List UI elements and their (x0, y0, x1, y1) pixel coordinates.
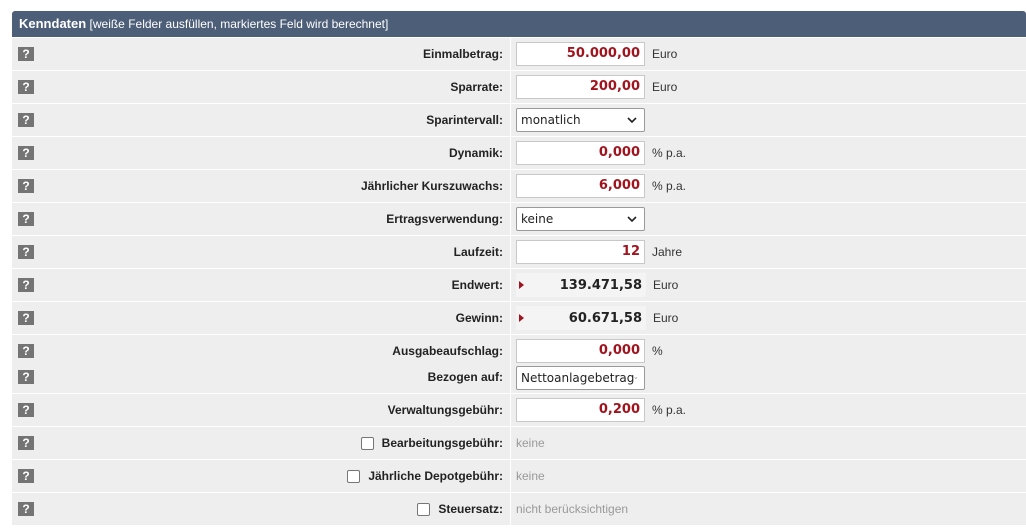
help-icon[interactable]: ? (18, 113, 34, 127)
kenndaten-panel: Kenndaten [weiße Felder ausfüllen, marki… (12, 11, 1026, 525)
einmalbetrag-input[interactable]: 50.000,00 (516, 42, 645, 66)
label-endwert: Endwert: (451, 278, 503, 292)
laufzeit-input[interactable]: 12 (516, 240, 645, 264)
label-ertragsverwendung: Ertragsverwendung: (386, 212, 503, 226)
help-icon[interactable]: ? (18, 311, 34, 325)
steuersatz-value: nicht berücksichtigen (516, 502, 629, 516)
chevron-down-icon (627, 216, 637, 223)
label-verwaltungsgebuehr: Verwaltungsgebühr: (387, 403, 503, 417)
row-sparintervall: ? Sparintervall: monatlich (12, 103, 1026, 136)
bearbeitungsgebuehr-checkbox[interactable] (360, 436, 374, 450)
unit-dynamik: % p.a. (652, 146, 687, 160)
label-einmalbetrag: Einmalbetrag: (422, 47, 503, 61)
ausgabeaufschlag-input[interactable]: 0,000 (516, 338, 645, 363)
help-icon[interactable]: ? (18, 47, 34, 61)
row-dynamik: ? Dynamik: 0,000 % p.a. (12, 136, 1026, 169)
help-icon[interactable]: ? (18, 502, 34, 516)
unit-einmalbetrag: Euro (652, 47, 678, 61)
label-steuersatz: Steuersatz: (438, 502, 503, 516)
depotgebuehr-checkbox[interactable] (347, 469, 361, 483)
row-sparrate: ? Sparrate: 200,00 Euro (12, 70, 1026, 103)
steuersatz-checkbox[interactable] (417, 502, 431, 516)
verwaltungsgebuehr-input[interactable]: 0,200 (516, 398, 645, 422)
unit-gewinn: Euro (653, 311, 679, 325)
help-icon[interactable]: ? (18, 403, 34, 417)
row-kurszuwachs: ? Jährlicher Kurszuwachs: 6,000 % p.a. (12, 169, 1026, 202)
bezogen-auf-select[interactable]: Nettoanlagebetrag (516, 365, 645, 390)
unit-ausgabeaufschlag: % (652, 343, 663, 358)
help-icon[interactable]: ? (18, 278, 34, 292)
panel-header: Kenndaten [weiße Felder ausfüllen, marki… (12, 11, 1026, 37)
row-gewinn: ? Gewinn: 60.671,58 Euro (12, 301, 1026, 334)
label-kurszuwachs: Jährlicher Kurszuwachs: (360, 179, 503, 193)
row-laufzeit: ? Laufzeit: 12 Jahre (12, 235, 1026, 268)
label-ausgabeaufschlag: Ausgabeaufschlag: (392, 344, 503, 358)
row-endwert: ? Endwert: 139.471,58 Euro (12, 268, 1026, 301)
bearbeitungsgebuehr-value: keine (516, 436, 545, 450)
panel-subtitle: [weiße Felder ausfüllen, markiertes Feld… (89, 17, 389, 31)
calculated-marker-icon (519, 281, 524, 289)
help-icon[interactable]: ? (18, 212, 34, 226)
row-depotgebuehr: ? Jährliche Depotgebühr: keine (12, 459, 1026, 492)
label-dynamik: Dynamik: (448, 146, 503, 160)
row-ausgabeaufschlag-group: ? ? Ausgabeaufschlag: Bezogen auf: 0,000… (12, 334, 1026, 393)
help-icon[interactable]: ? (18, 469, 34, 483)
help-icon[interactable]: ? (18, 344, 34, 358)
calculated-marker-icon (519, 314, 524, 322)
row-bearbeitungsgebuehr: ? Bearbeitungsgebühr: keine (12, 426, 1026, 459)
help-icon[interactable]: ? (18, 370, 34, 384)
label-laufzeit: Laufzeit: (453, 245, 503, 259)
unit-endwert: Euro (653, 278, 679, 292)
chevron-down-icon (627, 117, 637, 124)
help-icon[interactable]: ? (18, 146, 34, 160)
ertragsverwendung-value: keine (521, 212, 554, 226)
row-einmalbetrag: ? Einmalbetrag: 50.000,00 Euro (12, 37, 1026, 70)
label-bearbeitungsgebuehr: Bearbeitungsgebühr: (381, 436, 503, 450)
label-sparintervall: Sparintervall: (426, 113, 503, 127)
label-gewinn: Gewinn: (455, 311, 503, 325)
unit-sparrate: Euro (652, 80, 678, 94)
unit-laufzeit: Jahre (652, 245, 683, 259)
row-verwaltungsgebuehr: ? Verwaltungsgebühr: 0,200 % p.a. (12, 393, 1026, 426)
unit-kurszuwachs: % p.a. (652, 179, 687, 193)
dynamik-input[interactable]: 0,000 (516, 141, 645, 165)
help-icon[interactable]: ? (18, 80, 34, 94)
ertragsverwendung-select[interactable]: keine (516, 207, 645, 231)
sparintervall-select[interactable]: monatlich (516, 108, 645, 132)
help-icon[interactable]: ? (18, 179, 34, 193)
label-bezogen-auf: Bezogen auf: (427, 370, 503, 384)
label-depotgebuehr: Jährliche Depotgebühr: (368, 469, 503, 483)
help-icon[interactable]: ? (18, 436, 34, 450)
panel-title: Kenndaten (19, 16, 87, 31)
endwert-result[interactable]: 139.471,58 (516, 273, 646, 297)
row-steuersatz: ? Steuersatz: nicht berücksichtigen (12, 492, 1026, 525)
bezogen-auf-value: Nettoanlagebetrag (521, 370, 635, 385)
chevron-down-icon (634, 376, 638, 379)
help-icon[interactable]: ? (18, 245, 34, 259)
label-sparrate: Sparrate: (450, 80, 503, 94)
kurszuwachs-input[interactable]: 6,000 (516, 174, 645, 198)
gewinn-result[interactable]: 60.671,58 (516, 306, 646, 330)
gewinn-value: 60.671,58 (568, 310, 642, 326)
sparrate-input[interactable]: 200,00 (516, 75, 645, 99)
endwert-value: 139.471,58 (559, 277, 642, 293)
sparintervall-value: monatlich (521, 113, 581, 127)
depotgebuehr-value: keine (516, 469, 545, 483)
unit-verwaltungsgebuehr: % p.a. (652, 403, 687, 417)
row-ertragsverwendung: ? Ertragsverwendung: keine (12, 202, 1026, 235)
